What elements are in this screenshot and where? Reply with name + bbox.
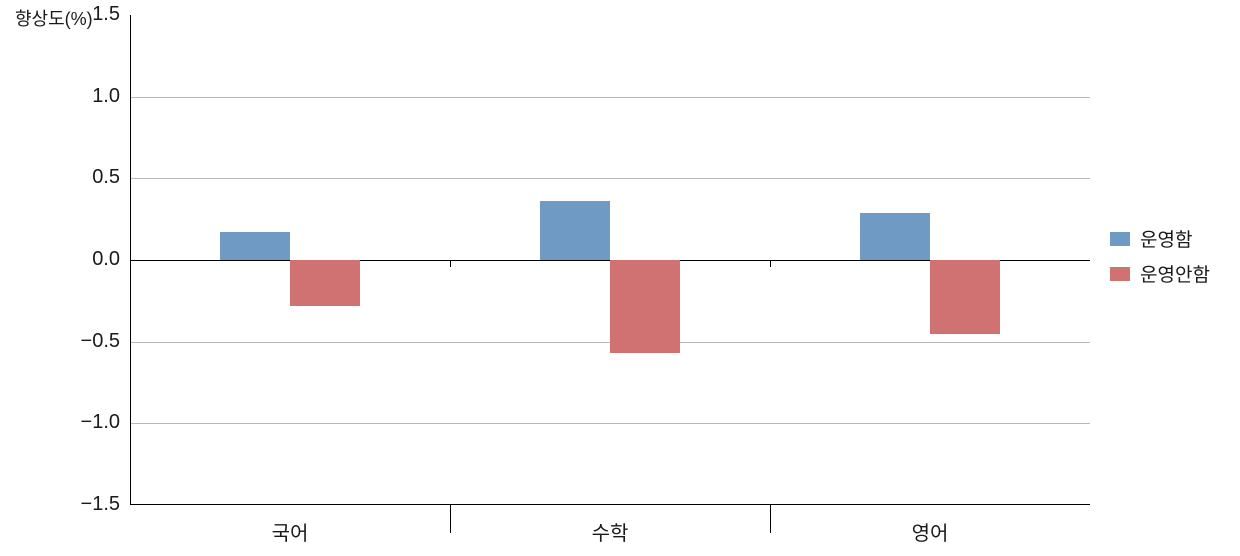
y-tick-label: 0.0 [70, 248, 120, 271]
x-tick [770, 505, 771, 533]
x-tick-label: 수학 [592, 517, 629, 546]
bar [610, 260, 680, 353]
zero-tick [450, 260, 451, 267]
gridline [131, 423, 1090, 424]
bar [860, 213, 930, 260]
chart-container: 향상도(%) 1.51.00.50.0−0.5−1.0−1.5 국어수학영어 운… [0, 0, 1240, 556]
legend-swatch [1110, 267, 1130, 281]
gridline [131, 178, 1090, 179]
legend-item: 운영안함 [1110, 260, 1210, 287]
bar [290, 260, 360, 306]
legend-label: 운영안함 [1140, 260, 1210, 287]
legend-swatch [1110, 232, 1130, 246]
y-tick-label: −1.0 [70, 411, 120, 434]
legend-item: 운영함 [1110, 225, 1210, 252]
bar [220, 232, 290, 260]
legend-label: 운영함 [1140, 225, 1192, 252]
zero-tick [770, 260, 771, 267]
legend: 운영함운영안함 [1110, 225, 1210, 295]
y-tick-label: −1.5 [70, 493, 120, 516]
x-tick-label: 영어 [912, 517, 949, 546]
x-tick [450, 505, 451, 533]
y-tick-label: 0.5 [70, 166, 120, 189]
x-tick-label: 국어 [272, 517, 309, 546]
y-tick-label: 1.0 [70, 85, 120, 108]
bar [540, 201, 610, 260]
gridline [131, 97, 1090, 98]
bar [930, 260, 1000, 334]
y-tick-label: −0.5 [70, 330, 120, 353]
y-tick-label: 1.5 [70, 3, 120, 26]
